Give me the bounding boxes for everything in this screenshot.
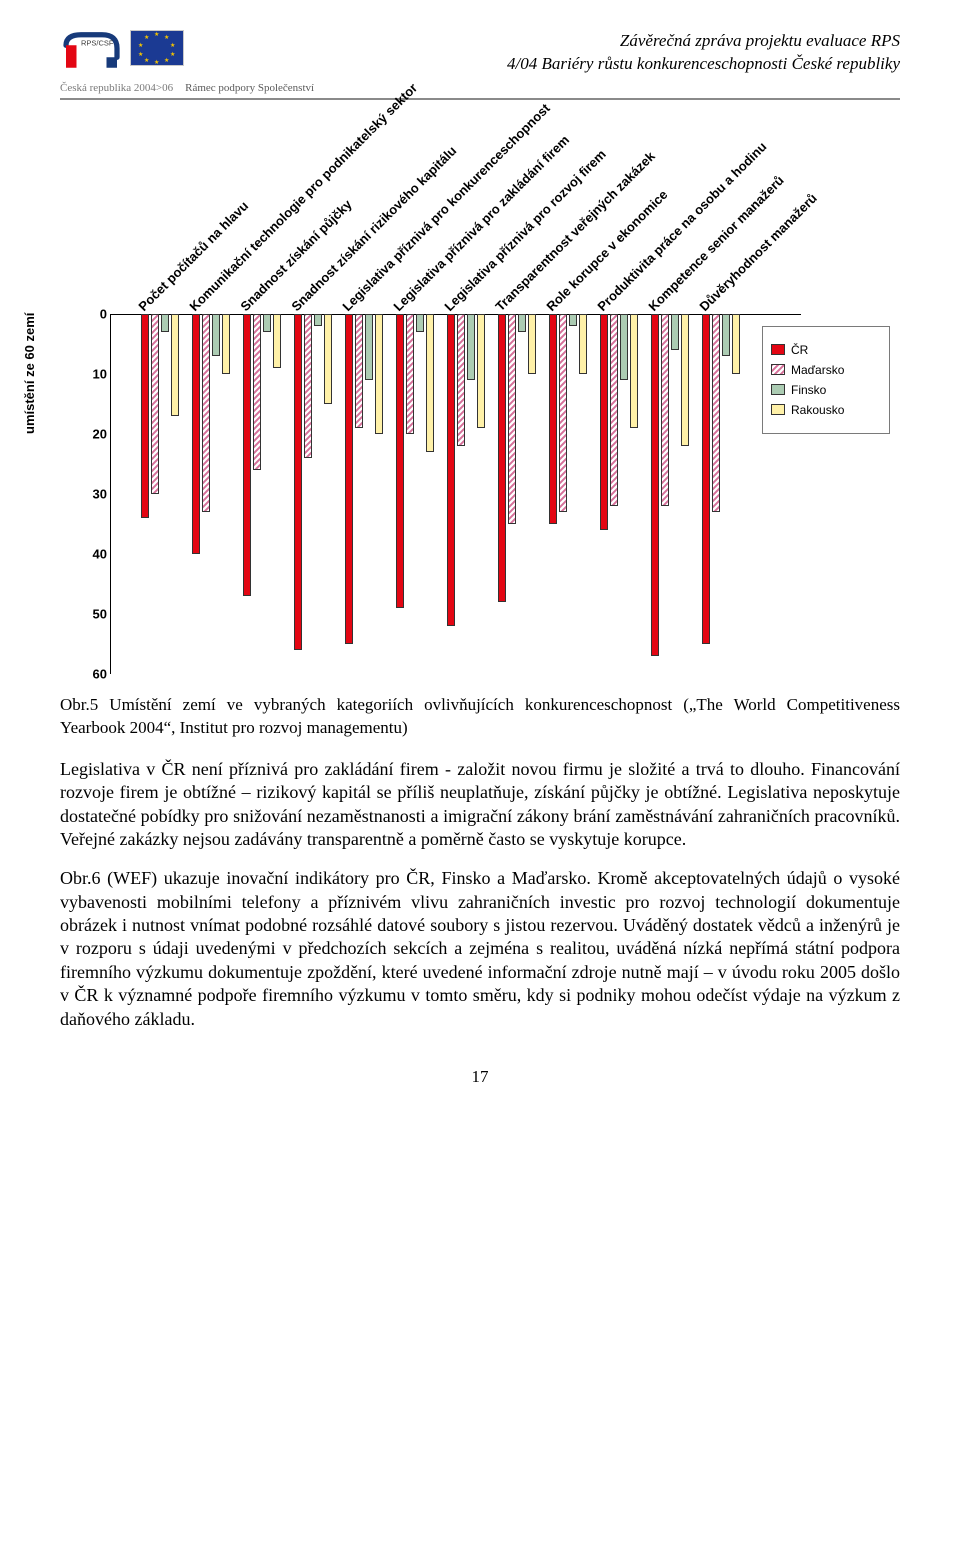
- y-tick: 30: [77, 486, 107, 501]
- chart-bar: [222, 314, 230, 374]
- chart-bar: [273, 314, 281, 368]
- page-header: RPS/CSF ★ ★ ★ ★ ★ ★ ★ ★ ★ ★ Závěrečn: [60, 30, 900, 76]
- header-line1: Závěrečná zpráva projektu evaluace RPS: [507, 30, 900, 53]
- chart-bar: [406, 314, 414, 434]
- rps-logo-icon: RPS/CSF: [60, 30, 120, 74]
- legend-label: Rakousko: [791, 403, 844, 417]
- chart-bar: [569, 314, 577, 326]
- page-number: 17: [60, 1067, 900, 1087]
- chart-bar: [620, 314, 628, 380]
- subbar-cr: Česká republika 2004>06: [60, 82, 173, 94]
- chart-bar: [467, 314, 475, 380]
- chart-bar: [304, 314, 312, 458]
- chart-bar: [192, 314, 200, 554]
- y-tick: 20: [77, 426, 107, 441]
- legend-label: Maďarsko: [791, 363, 844, 377]
- y-tick: 60: [77, 666, 107, 681]
- rps-label: RPS/CSF: [81, 38, 114, 47]
- x-axis-label: Legislativa příznivá pro zakládání firem: [390, 132, 572, 314]
- chart-bar: [681, 314, 689, 446]
- y-tick: 40: [77, 546, 107, 561]
- chart-bar: [171, 314, 179, 416]
- chart-bar: [712, 314, 720, 512]
- chart-bar: [549, 314, 557, 524]
- chart-bar: [263, 314, 271, 332]
- chart-bar: [202, 314, 210, 512]
- chart-bar: [498, 314, 506, 602]
- caption-text: Umístění zemí ve vybraných kategoriích o…: [60, 695, 900, 737]
- y-tick: 0: [77, 306, 107, 321]
- chart-bar: [294, 314, 302, 650]
- chart-bar: [518, 314, 526, 332]
- legend-label: ČR: [791, 343, 808, 357]
- chart-bar: [528, 314, 536, 374]
- chart-bar: [508, 314, 516, 524]
- chart-bar: [732, 314, 740, 374]
- legend-item: Finsko: [771, 383, 881, 397]
- chart-bar: [671, 314, 679, 350]
- chart-legend: ČR Maďarsko Finsko Rakousko: [762, 326, 890, 434]
- chart-bar: [702, 314, 710, 644]
- chart-bar: [426, 314, 434, 452]
- caption-prefix: Obr.5: [60, 695, 98, 714]
- chart-bar: [447, 314, 455, 626]
- chart-bar: [345, 314, 353, 644]
- chart-bar: [151, 314, 159, 494]
- chart-bar: [651, 314, 659, 656]
- chart-bar: [661, 314, 669, 506]
- plot-area: 0102030405060: [110, 314, 801, 674]
- header-line2: 4/04 Bariéry růstu konkurenceschopnosti …: [507, 53, 900, 76]
- figure-caption: Obr.5 Umístění zemí ve vybraných kategor…: [60, 694, 900, 740]
- chart-bar: [161, 314, 169, 332]
- chart-bar: [579, 314, 587, 374]
- chart-bar: [722, 314, 730, 356]
- chart-bar: [396, 314, 404, 608]
- legend-item: Rakousko: [771, 403, 881, 417]
- logo-block: RPS/CSF ★ ★ ★ ★ ★ ★ ★ ★ ★ ★: [60, 30, 184, 74]
- subbar-ramec: Rámec podpory Společenství: [185, 82, 314, 94]
- body-paragraph-1: Legislativa v ČR není příznivá pro zaklá…: [60, 758, 900, 852]
- chart-bar: [212, 314, 220, 356]
- chart-bar: [416, 314, 424, 332]
- chart-bar: [457, 314, 465, 446]
- chart-bar: [314, 314, 322, 326]
- chart-bar: [355, 314, 363, 428]
- y-axis-label: umístění ze 60 zemí: [22, 312, 37, 433]
- chart-bar: [477, 314, 485, 428]
- chart-bar: [610, 314, 618, 506]
- y-tick: 10: [77, 366, 107, 381]
- legend-label: Finsko: [791, 383, 826, 397]
- eu-flag-icon: ★ ★ ★ ★ ★ ★ ★ ★ ★ ★: [130, 30, 184, 66]
- header-subbar: Česká republika 2004>06 Rámec podpory Sp…: [60, 82, 900, 94]
- chart-x-labels: Počet počítačů na hlavuKomunikační techn…: [70, 144, 890, 314]
- chart-bar: [375, 314, 383, 434]
- chart-bar: [253, 314, 261, 470]
- body-paragraph-2: Obr.6 (WEF) ukazuje inovační indikátory …: [60, 867, 900, 1031]
- chart-bar: [600, 314, 608, 530]
- y-tick: 50: [77, 606, 107, 621]
- chart-bar: [630, 314, 638, 428]
- header-rule: [60, 98, 900, 100]
- legend-item: Maďarsko: [771, 363, 881, 377]
- chart-bar: [365, 314, 373, 380]
- legend-item: ČR: [771, 343, 881, 357]
- chart-bar: [324, 314, 332, 404]
- header-title: Závěrečná zpráva projektu evaluace RPS 4…: [507, 30, 900, 76]
- chart-bar: [559, 314, 567, 512]
- chart: Počet počítačů na hlavuKomunikační techn…: [70, 144, 890, 674]
- chart-bar: [141, 314, 149, 518]
- chart-bar: [243, 314, 251, 596]
